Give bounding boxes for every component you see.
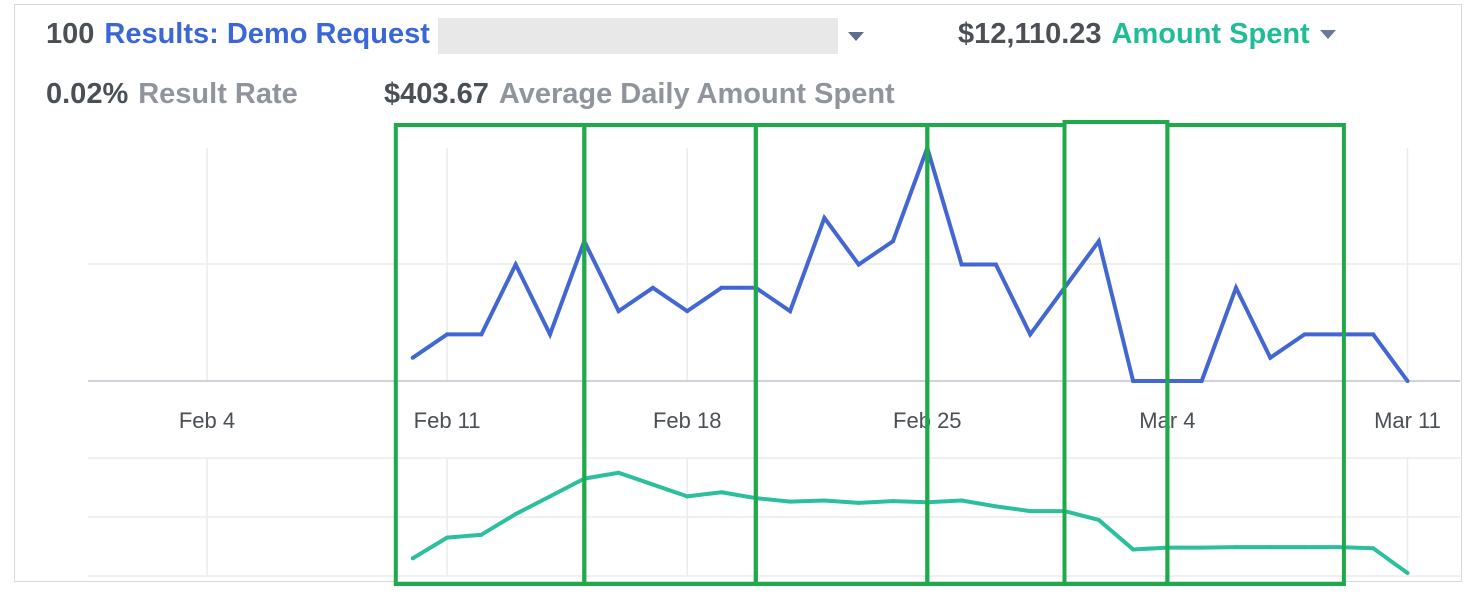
result-rate-label: Result Rate (138, 78, 298, 110)
amount-spent-point-9 (719, 490, 724, 495)
amount-spent-point-23 (1199, 545, 1204, 550)
amount-spent-point-20 (1096, 517, 1101, 522)
results-point-0 (410, 355, 415, 360)
result-rate-value: 0.02% (46, 78, 129, 110)
amount-spent-point-2 (479, 532, 484, 537)
series-line-amount-spent (411, 470, 1409, 575)
amount-spent-point-11 (788, 499, 793, 504)
results-point-29 (1405, 379, 1410, 383)
results-point-3 (513, 262, 518, 267)
results-point-25 (1268, 355, 1273, 360)
redacted-block (437, 18, 838, 54)
results-point-11 (788, 309, 793, 314)
amount-spent-value: $12,110.23 (958, 18, 1102, 50)
amount-spent-point-7 (650, 482, 655, 487)
results-point-9 (719, 285, 724, 290)
chart-panel (14, 4, 1462, 582)
amount-spent-point-17 (993, 504, 998, 509)
highlight-box-2 (753, 123, 930, 586)
results-point-6 (616, 309, 621, 314)
amount-spent-point-16 (959, 498, 964, 503)
amount-spent-point-1 (445, 535, 450, 540)
x-tick-label-1: Feb 11 (414, 408, 481, 433)
avg-daily-value: $403.67 (384, 78, 489, 110)
results-point-26 (1302, 332, 1307, 337)
amount-spent-selector[interactable]: Amount Spent (1111, 18, 1310, 50)
x-tick-label-2: Feb 18 (653, 408, 722, 433)
results-count: 100 (46, 18, 95, 50)
results-point-27 (1336, 332, 1341, 337)
amount-spent-point-26 (1302, 545, 1307, 550)
amount-spent-point-14 (891, 499, 895, 504)
results-point-4 (548, 332, 552, 337)
highlight-box-3 (925, 123, 1067, 586)
results-point-8 (685, 309, 690, 314)
highlight-box-1 (582, 123, 758, 586)
results-point-21 (1131, 379, 1136, 383)
amount-spent-dropdown-caret-icon[interactable] (1319, 30, 1336, 39)
results-point-24 (1234, 285, 1238, 290)
amount-spent-metric: $12,110.23 Amount Spent (958, 18, 1336, 51)
results-point-20 (1096, 239, 1101, 244)
amount-spent-point-27 (1336, 545, 1341, 550)
amount-spent-point-21 (1131, 547, 1136, 552)
results-point-7 (650, 285, 655, 290)
avg-daily-metric: $403.67 Average Daily Amount Spent (384, 78, 895, 111)
results-point-28 (1371, 332, 1376, 337)
results-point-1 (445, 332, 450, 337)
results-point-17 (993, 262, 998, 267)
avg-daily-label: Average Daily Amount Spent (498, 78, 895, 110)
results-metric: 100 Results: Demo Request (46, 18, 864, 54)
results-point-16 (959, 262, 964, 267)
results-point-23 (1199, 379, 1204, 383)
highlight-box-0 (393, 123, 587, 586)
results-point-13 (856, 262, 861, 267)
amount-spent-point-3 (513, 512, 518, 517)
highlight-box-5 (1165, 123, 1346, 586)
amount-spent-point-29 (1405, 571, 1410, 576)
amount-spent-point-25 (1268, 545, 1273, 550)
amount-spent-point-13 (856, 500, 861, 505)
results-point-12 (822, 215, 827, 220)
results-point-2 (479, 332, 484, 337)
result-rate-metric: 0.02% Result Rate (46, 78, 298, 111)
results-point-14 (891, 239, 895, 244)
amount-spent-point-24 (1234, 545, 1238, 550)
amount-spent-point-8 (685, 494, 690, 499)
amount-spent-point-28 (1371, 546, 1376, 551)
results-dropdown-caret-icon[interactable] (847, 31, 864, 41)
amount-spent-point-4 (548, 494, 552, 499)
amount-spent-point-18 (1028, 509, 1033, 514)
results-metric-selector[interactable]: Results: Demo Request (104, 18, 430, 50)
x-tick-label-5: Mar 11 (1374, 408, 1441, 433)
results-point-18 (1028, 332, 1033, 337)
amount-spent-point-0 (410, 556, 415, 561)
amount-spent-point-6 (616, 470, 621, 475)
x-tick-label-0: Feb 4 (179, 408, 235, 433)
amount-spent-point-12 (822, 498, 827, 503)
series-line-results (411, 141, 1410, 383)
